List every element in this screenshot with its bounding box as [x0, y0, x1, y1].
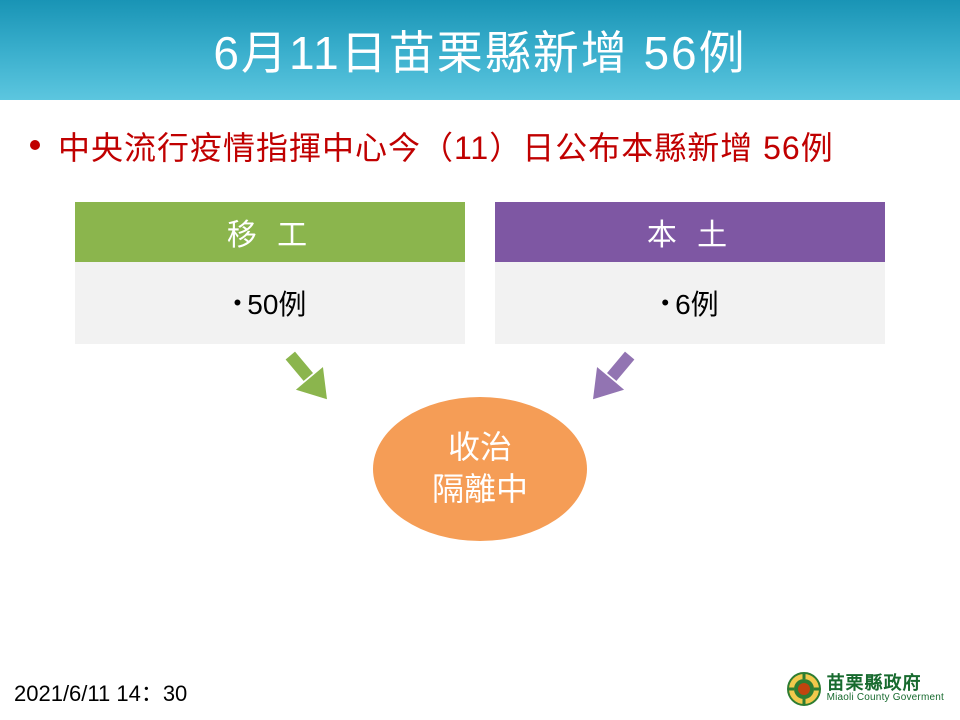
- card-local: 本 土 • 6例: [495, 202, 885, 344]
- header-banner: 6月11日苗栗縣新增 56例: [0, 0, 960, 100]
- bullet-row: 中央流行疫情指揮中心今（11）日公布本縣新增 56例: [0, 100, 960, 172]
- card-header: 本 土: [495, 202, 885, 262]
- footer-brand: 苗栗縣政府 Miaoli County Goverment: [787, 672, 944, 706]
- status-oval: 收治 隔離中: [370, 394, 590, 544]
- card-body: • 6例: [495, 262, 885, 344]
- card-header: 移 工: [75, 202, 465, 262]
- cards-container: 移 工 • 50例 本 土 • 6例: [0, 172, 960, 344]
- card-value: 6例: [675, 283, 719, 323]
- oval-line1: 收治: [448, 427, 512, 469]
- brand-text: 苗栗縣政府 Miaoli County Goverment: [827, 674, 944, 703]
- bullet-icon: [30, 140, 40, 150]
- timestamp: 2021/6/11 14：30: [14, 676, 187, 708]
- brand-en: Miaoli County Goverment: [827, 693, 944, 704]
- page-title: 6月11日苗栗縣新增 56例: [213, 17, 746, 83]
- bullet-text: 中央流行疫情指揮中心今（11）日公布本縣新增 56例: [58, 124, 834, 172]
- card-migrant-workers: 移 工 • 50例: [75, 202, 465, 344]
- arrow-down-icon: [265, 333, 356, 425]
- diagram-area: 收治 隔離中: [0, 344, 960, 564]
- brand-logo-icon: [787, 672, 821, 706]
- card-value: 50例: [247, 283, 306, 323]
- oval-line2: 隔離中: [432, 469, 528, 511]
- brand-zh: 苗栗縣政府: [827, 674, 944, 693]
- bullet-dot-icon: •: [661, 290, 669, 316]
- arrow-down-icon: [565, 333, 656, 425]
- card-body: • 50例: [75, 262, 465, 344]
- bullet-dot-icon: •: [234, 290, 242, 316]
